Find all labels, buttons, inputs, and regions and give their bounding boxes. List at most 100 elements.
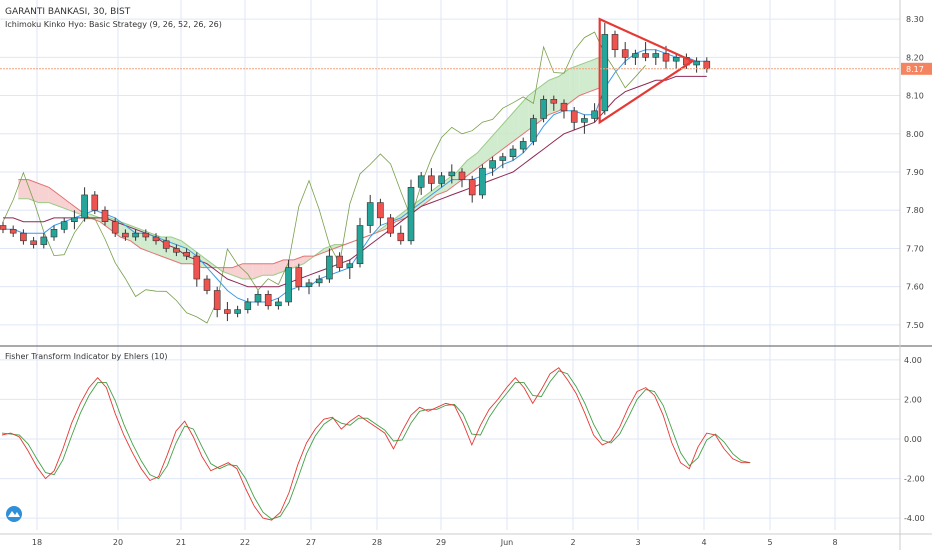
cloud-segment bbox=[48, 187, 60, 207]
candle-body bbox=[50, 229, 58, 238]
candle bbox=[397, 225, 405, 245]
fisher-axis-tick-label: 2.00 bbox=[904, 395, 922, 404]
candle-body bbox=[142, 232, 150, 238]
candle-body bbox=[264, 294, 272, 307]
fisher-axis-tick-label: -4.00 bbox=[904, 514, 925, 523]
fisher-trigger-line bbox=[1, 370, 751, 520]
candle-body bbox=[275, 301, 282, 307]
candle-body bbox=[0, 225, 7, 230]
candle-body bbox=[366, 202, 374, 226]
fisher-axis-tick-label: 4.00 bbox=[904, 356, 922, 365]
candle-body bbox=[438, 175, 445, 184]
cloud-segment bbox=[487, 129, 498, 161]
candle bbox=[285, 259, 292, 306]
candle bbox=[489, 156, 496, 176]
candle-body bbox=[417, 175, 425, 188]
candle-body bbox=[519, 141, 527, 150]
candle-body bbox=[672, 57, 680, 62]
price-axis-tick-label: 8.30 bbox=[906, 15, 924, 24]
cloud-segment bbox=[59, 194, 70, 211]
cloud-segment bbox=[28, 179, 39, 203]
cloud-segment bbox=[242, 263, 253, 280]
candle-body bbox=[611, 34, 619, 50]
candle bbox=[152, 233, 160, 245]
candle bbox=[448, 164, 456, 184]
candle-body bbox=[132, 232, 139, 238]
candle-body bbox=[234, 309, 241, 314]
tenkan-sen-line bbox=[3, 49, 707, 303]
candle bbox=[509, 145, 517, 161]
candle bbox=[479, 164, 486, 199]
candle bbox=[356, 217, 364, 268]
candle bbox=[264, 290, 272, 310]
price-axis-tick-label: 7.50 bbox=[906, 321, 924, 330]
candle bbox=[591, 103, 598, 123]
price-axis-tick-label: 8.20 bbox=[906, 53, 924, 62]
lagging-span-line bbox=[2, 31, 646, 324]
candle bbox=[387, 214, 394, 237]
candle-body bbox=[336, 255, 343, 268]
time-axis-tick-label: 22 bbox=[240, 538, 250, 547]
candle bbox=[50, 225, 58, 241]
candle bbox=[377, 198, 384, 226]
cloud-segment bbox=[589, 57, 600, 92]
candle-body bbox=[254, 294, 262, 303]
candle-body bbox=[40, 236, 48, 245]
candle-body bbox=[213, 290, 221, 310]
candle-body bbox=[152, 236, 160, 242]
cloud-segment bbox=[232, 263, 243, 280]
indicator-legend: Ichimoku Kinko Hyo: Basic Strategy (9, 2… bbox=[5, 20, 222, 29]
time-axis-tick-label: 2 bbox=[570, 538, 575, 547]
candle bbox=[458, 168, 466, 188]
candle bbox=[142, 229, 150, 241]
time-axis-tick-label: 5 bbox=[767, 538, 772, 547]
candle bbox=[203, 275, 211, 295]
candle bbox=[60, 217, 68, 234]
candle bbox=[305, 279, 313, 295]
time-axis-tick-label: 21 bbox=[176, 538, 186, 547]
price-axis-tick-label: 7.80 bbox=[906, 206, 924, 215]
candle-body bbox=[468, 179, 476, 196]
candle bbox=[20, 229, 27, 245]
candle bbox=[91, 191, 99, 215]
candle bbox=[438, 172, 445, 188]
candle bbox=[213, 286, 221, 318]
candle-body bbox=[356, 225, 364, 265]
fisher-axis-tick-label: -2.00 bbox=[904, 475, 925, 484]
candle-body bbox=[315, 278, 323, 284]
candle bbox=[173, 244, 180, 257]
candle bbox=[315, 275, 323, 287]
candle-body bbox=[30, 240, 37, 245]
candle bbox=[468, 175, 476, 203]
cloud-segment bbox=[252, 263, 264, 280]
fisher-pane-title: Fisher Transform Indicator by Ehlers (10… bbox=[5, 352, 168, 361]
price-axis-tick-label: 8.00 bbox=[906, 130, 924, 139]
cloud-segment bbox=[518, 95, 529, 138]
candle-body bbox=[193, 255, 201, 280]
logo-icon[interactable] bbox=[6, 506, 22, 522]
candle-body bbox=[693, 60, 700, 66]
candle-body bbox=[662, 53, 670, 62]
candle bbox=[71, 210, 78, 230]
candle-body bbox=[560, 102, 568, 112]
time-axis-tick-label: 18 bbox=[32, 538, 42, 547]
price-axis-tick-label: 7.70 bbox=[906, 244, 924, 253]
candle-body bbox=[642, 53, 649, 58]
candle-body bbox=[9, 229, 17, 234]
candle bbox=[183, 248, 190, 260]
last-price-tag-label: 8.17 bbox=[906, 65, 924, 74]
candle-body bbox=[458, 171, 466, 180]
candle bbox=[40, 233, 48, 249]
candle-body bbox=[591, 110, 598, 119]
candle bbox=[570, 107, 578, 130]
price-axis-tick-label: 7.90 bbox=[906, 168, 924, 177]
candle bbox=[30, 236, 37, 249]
candle-body bbox=[499, 156, 507, 161]
candle-body bbox=[448, 171, 456, 177]
candle bbox=[224, 301, 231, 322]
triangle-pattern-drawing bbox=[598, 17, 695, 125]
candle bbox=[428, 168, 435, 192]
candle bbox=[519, 137, 527, 153]
